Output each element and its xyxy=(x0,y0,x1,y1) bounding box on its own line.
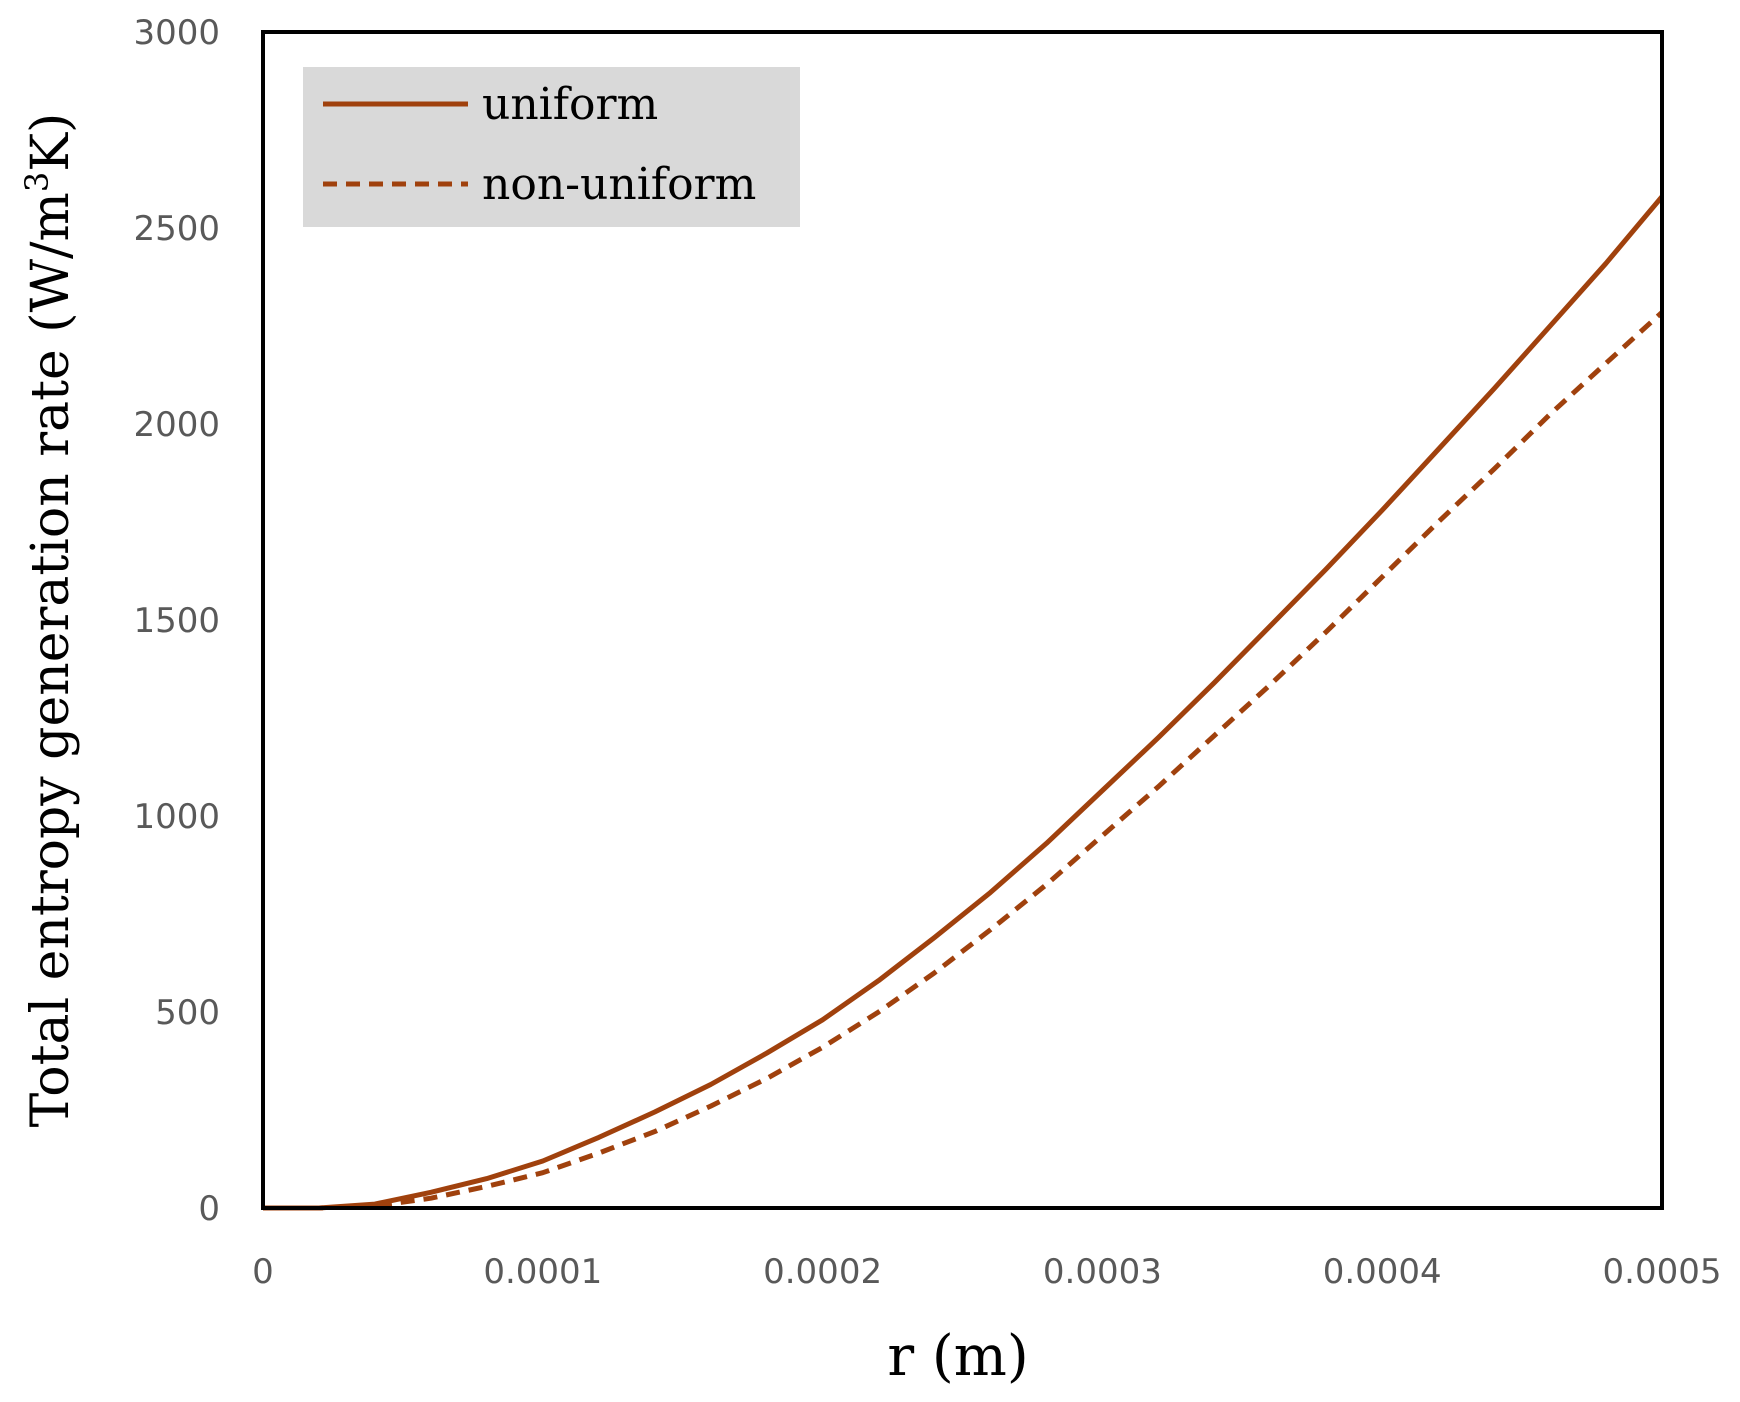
y-tick-label: 500 xyxy=(155,993,220,1033)
y-axis-title-superscript: 3 xyxy=(18,172,56,192)
x-tick-label: 0.0004 xyxy=(1323,1252,1442,1292)
plot-frame xyxy=(261,30,1664,1210)
y-tick-label: 0 xyxy=(198,1189,220,1229)
legend-uniform-label: uniform xyxy=(482,79,658,130)
y-axis-title-end: K) xyxy=(21,113,81,172)
y-tick-label: 1500 xyxy=(133,601,220,641)
y-axis-title-main: Total entropy generation rate (W/m xyxy=(21,192,81,1127)
y-tick-label: 2500 xyxy=(133,209,220,249)
y-tick-label: 2000 xyxy=(133,405,220,445)
x-tick-label: 0 xyxy=(252,1252,274,1292)
legend-box xyxy=(303,67,800,227)
y-axis-title: Total entropy generation rate (W/m3K) xyxy=(18,113,81,1128)
x-tick-label: 0.0005 xyxy=(1603,1252,1722,1292)
plot-area xyxy=(263,194,1664,1211)
y-tick-label: 1000 xyxy=(133,797,220,837)
x-tick-label: 0.0002 xyxy=(763,1252,882,1292)
legend-non-uniform-label: non-uniform xyxy=(482,159,756,210)
series-line-non-uniform xyxy=(263,310,1664,1211)
x-tick-label: 0.0001 xyxy=(483,1252,602,1292)
series-line-uniform xyxy=(263,194,1664,1211)
y-axis-tick-labels: 0 500 1000 1500 2000 2500 3000 xyxy=(133,13,220,1229)
x-tick-label: 0.0003 xyxy=(1043,1252,1162,1292)
y-tick-label: 3000 xyxy=(133,13,220,53)
x-axis-title: r (m) xyxy=(887,1324,1028,1389)
legend: uniform non-uniform xyxy=(303,67,800,227)
x-axis-tick-labels: 0 0.0001 0.0002 0.0003 0.0004 0.0005 xyxy=(252,1252,1721,1292)
